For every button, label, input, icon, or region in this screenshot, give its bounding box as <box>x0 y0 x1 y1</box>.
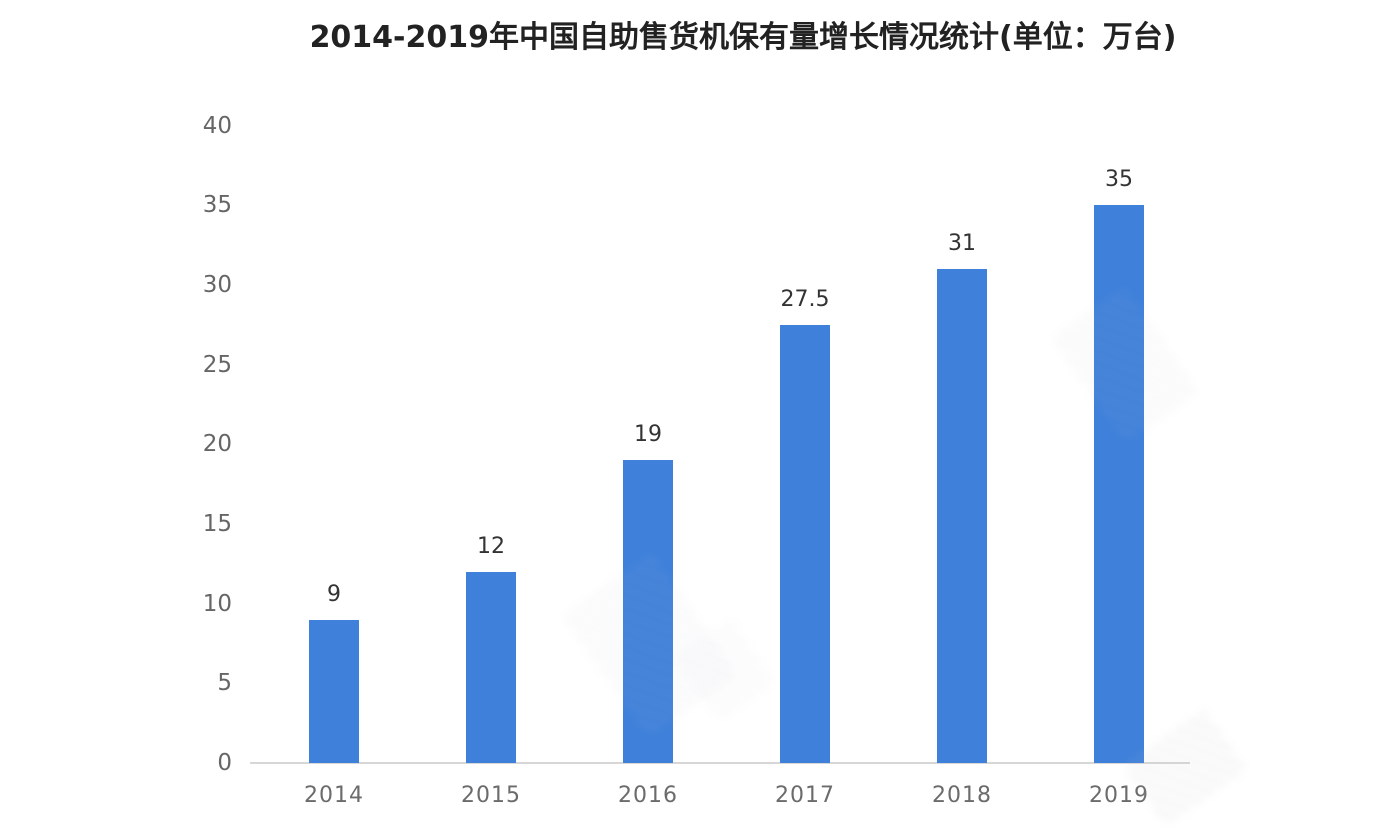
y-axis-tick-label: 15 <box>202 511 232 538</box>
x-axis-tick-label: 2016 <box>618 783 678 808</box>
bar-value-label: 27.5 <box>780 287 830 312</box>
y-axis-tick-label: 5 <box>217 670 232 697</box>
y-axis-tick-label: 20 <box>202 431 232 458</box>
x-axis-tick-label: 2018 <box>932 783 992 808</box>
bar <box>309 620 359 763</box>
x-axis-tick-label: 2015 <box>461 783 521 808</box>
y-axis-tick-label: 25 <box>202 351 232 378</box>
x-axis-tick-label: 2014 <box>304 783 364 808</box>
y-axis-tick-label: 0 <box>217 750 232 776</box>
bar-value-label: 12 <box>477 534 505 559</box>
watermark-smudge <box>673 617 777 723</box>
x-axis-line <box>250 762 1190 764</box>
bar-value-label: 31 <box>948 231 976 256</box>
y-axis-tick-label: 40 <box>202 112 232 139</box>
bar <box>937 269 987 763</box>
y-axis-tick-label: 35 <box>202 192 232 219</box>
bar <box>780 325 830 763</box>
bar-value-label: 9 <box>327 582 341 607</box>
x-axis-tick-label: 2017 <box>775 783 835 808</box>
y-axis-tick-label: 10 <box>202 590 232 617</box>
y-axis-tick-label: 30 <box>202 272 232 299</box>
bar-value-label: 19 <box>634 422 662 447</box>
bar-value-label: 35 <box>1105 167 1133 192</box>
bar <box>623 460 673 763</box>
x-axis-tick-label: 2019 <box>1089 783 1149 808</box>
bar <box>1094 205 1144 763</box>
bar <box>466 572 516 763</box>
chart-title: 2014-2019年中国自助售货机保有量增长情况统计(单位：万台) <box>309 20 1177 55</box>
